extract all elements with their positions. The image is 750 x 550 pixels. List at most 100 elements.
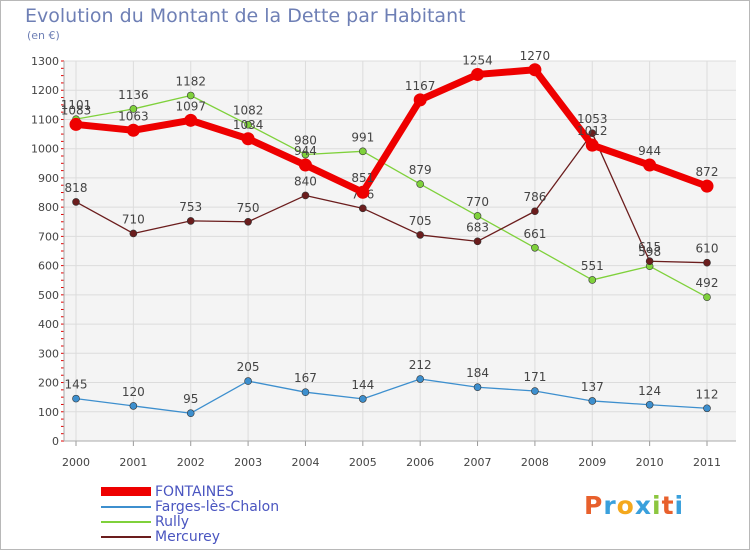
data-point-fontaines bbox=[585, 138, 599, 152]
data-point-fontaines bbox=[241, 132, 255, 146]
data-label-farges-l-s-chalon: 137 bbox=[581, 380, 604, 394]
legend-label: Rully bbox=[155, 513, 190, 530]
data-point-mercurey bbox=[416, 231, 424, 239]
y-tick-label: 0 bbox=[52, 435, 59, 448]
legend-label: Farges-lès-Chalon bbox=[155, 498, 280, 515]
data-label-fontaines: 1097 bbox=[175, 99, 206, 113]
x-tick-label: 2007 bbox=[464, 456, 492, 469]
data-label-rully: 1082 bbox=[233, 104, 264, 118]
plot-area bbox=[64, 61, 736, 441]
logo-letter: o bbox=[616, 491, 635, 520]
data-point-mercurey bbox=[72, 198, 80, 206]
legend-label: FONTAINES bbox=[155, 483, 234, 500]
legend-swatch bbox=[101, 535, 151, 538]
data-point-farges-l-s-chalon bbox=[588, 397, 597, 405]
data-label-mercurey: 705 bbox=[409, 214, 432, 228]
data-label-fontaines: 1270 bbox=[520, 49, 551, 63]
data-label-mercurey: 753 bbox=[179, 200, 202, 214]
x-tick-label: 2005 bbox=[349, 456, 377, 469]
data-point-mercurey bbox=[473, 237, 482, 246]
data-point-farges-l-s-chalon bbox=[129, 402, 138, 410]
data-point-farges-l-s-chalon bbox=[531, 387, 539, 395]
data-label-farges-l-s-chalon: 205 bbox=[237, 360, 260, 374]
y-tick-label: 100 bbox=[38, 406, 59, 419]
data-point-rully bbox=[473, 212, 482, 220]
y-tick-label: 1200 bbox=[31, 84, 59, 97]
data-label-farges-l-s-chalon: 184 bbox=[466, 366, 489, 380]
data-label-fontaines: 944 bbox=[638, 144, 661, 158]
data-point-rully bbox=[186, 91, 195, 100]
data-point-mercurey bbox=[588, 129, 597, 137]
data-point-farges-l-s-chalon bbox=[645, 400, 654, 409]
series-line-fontaines bbox=[75, 66, 709, 196]
data-point-fontaines bbox=[471, 67, 485, 81]
data-label-fontaines: 1083 bbox=[61, 103, 92, 117]
data-label-rully: 879 bbox=[409, 163, 432, 177]
data-label-mercurey: 683 bbox=[466, 220, 489, 234]
data-label-rully: 991 bbox=[351, 130, 374, 144]
data-point-mercurey bbox=[531, 207, 539, 216]
data-label-rully: 980 bbox=[294, 134, 317, 148]
data-point-rully bbox=[588, 276, 597, 284]
data-label-fontaines: 1167 bbox=[405, 79, 436, 93]
legend-swatch bbox=[101, 505, 151, 508]
chart-legend: FONTAINES Farges-lès-Chalon Rully Mercurey bbox=[101, 483, 280, 545]
data-point-farges-l-s-chalon bbox=[359, 395, 367, 403]
data-point-fontaines bbox=[126, 123, 140, 137]
data-point-mercurey bbox=[186, 217, 195, 225]
data-label-mercurey: 818 bbox=[65, 181, 88, 195]
data-point-rully bbox=[244, 120, 252, 129]
data-label-fontaines: 944 bbox=[294, 144, 317, 158]
data-label-fontaines: 872 bbox=[696, 165, 719, 179]
x-tick-label: 2000 bbox=[62, 456, 90, 469]
logo-letter: i bbox=[652, 491, 662, 520]
series-line-farges-l-s-chalon bbox=[75, 378, 708, 414]
legend-item-fontaines: FONTAINES bbox=[101, 483, 279, 500]
data-point-farges-l-s-chalon bbox=[703, 404, 711, 413]
chart-title: Evolution du Montant de la Dette par Hab… bbox=[25, 5, 466, 27]
logo-letter: x bbox=[634, 491, 652, 520]
data-point-mercurey bbox=[645, 257, 654, 266]
data-label-mercurey: 615 bbox=[638, 240, 661, 254]
logo-letter: i bbox=[674, 491, 685, 520]
legend-swatch bbox=[101, 487, 151, 496]
data-label-fontaines: 1034 bbox=[233, 118, 264, 132]
data-point-mercurey bbox=[244, 217, 252, 226]
data-label-farges-l-s-chalon: 145 bbox=[65, 378, 88, 392]
data-label-rully: 551 bbox=[581, 259, 604, 273]
logo-letter: r bbox=[603, 491, 617, 520]
data-point-farges-l-s-chalon bbox=[244, 377, 252, 385]
y-tick-label: 300 bbox=[38, 347, 59, 360]
data-label-rully: 1182 bbox=[175, 74, 206, 88]
data-label-mercurey: 840 bbox=[294, 174, 317, 188]
x-tick-label: 2009 bbox=[578, 456, 606, 469]
data-label-farges-l-s-chalon: 120 bbox=[122, 385, 145, 399]
data-point-fontaines bbox=[298, 158, 312, 172]
x-tick-label: 2003 bbox=[234, 456, 262, 469]
data-label-mercurey: 710 bbox=[122, 212, 145, 226]
data-label-farges-l-s-chalon: 95 bbox=[183, 392, 198, 406]
data-label-farges-l-s-chalon: 171 bbox=[523, 370, 546, 384]
logo-letter: P bbox=[584, 491, 604, 520]
data-label-fontaines: 1063 bbox=[118, 109, 149, 123]
data-point-rully bbox=[703, 293, 711, 301]
data-point-farges-l-s-chalon bbox=[416, 375, 424, 383]
x-tick-label: 2008 bbox=[521, 456, 549, 469]
legend-item-farges-l-s-chalon: Farges-lès-Chalon bbox=[101, 498, 280, 515]
data-point-mercurey bbox=[703, 258, 711, 267]
data-label-fontaines: 851 bbox=[351, 171, 374, 185]
data-label-mercurey: 750 bbox=[237, 201, 260, 215]
data-point-farges-l-s-chalon bbox=[72, 394, 80, 403]
data-point-rully bbox=[129, 105, 138, 113]
data-label-rully: 492 bbox=[696, 276, 719, 290]
legend-label: Mercurey bbox=[155, 528, 221, 545]
data-point-mercurey bbox=[359, 204, 367, 213]
data-point-fontaines bbox=[69, 117, 83, 131]
legend-swatch bbox=[101, 520, 151, 523]
y-tick-label: 400 bbox=[38, 318, 59, 331]
series-line-mercurey bbox=[75, 132, 708, 264]
y-tick-label: 900 bbox=[38, 172, 59, 185]
data-point-rully bbox=[301, 150, 310, 159]
